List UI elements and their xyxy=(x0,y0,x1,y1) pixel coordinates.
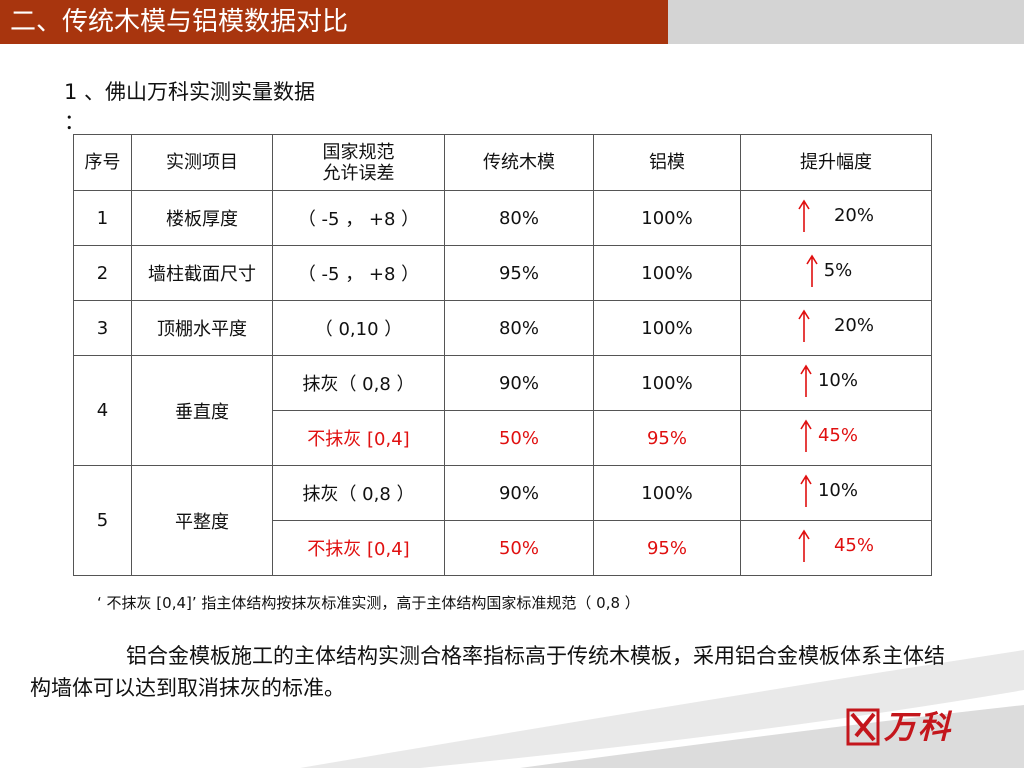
table-footnote: ‘ 不抹灰 [0,4]’ 指主体结构按抹灰标准实测，高于主体结构国家标准规范（ … xyxy=(97,594,640,612)
gain-value: 10% xyxy=(817,370,858,391)
row-index: 1 xyxy=(73,190,132,246)
table-header-row: 序号 实测项目 国家规范 允许误差 传统木模 铝模 提升幅度 xyxy=(73,134,932,191)
row-index: 2 xyxy=(73,245,132,301)
row-gain: 10% xyxy=(740,465,932,521)
row-aluminum: 100% xyxy=(593,465,741,521)
row-tolerance: 抹灰（ 0,8 ） xyxy=(272,355,445,411)
row-aluminum: 100% xyxy=(593,355,741,411)
row-aluminum: 95% xyxy=(593,520,741,576)
row-tolerance: （ 0,10 ） xyxy=(272,300,445,356)
row-gain: 20% xyxy=(740,190,932,246)
up-arrow-icon xyxy=(798,308,810,342)
row-index: 5 xyxy=(73,465,132,576)
table-row: 1 楼板厚度 （ -5 ， +8 ） 80% 100% 20% xyxy=(73,190,932,246)
table-row: 4 垂直度 抹灰（ 0,8 ） 90% 100% 10% xyxy=(73,355,932,466)
row-wood: 80% xyxy=(444,190,594,246)
comparison-table: 序号 实测项目 国家规范 允许误差 传统木模 铝模 提升幅度 1 楼板厚度 （ … xyxy=(73,134,932,576)
row-gain: 45% xyxy=(740,410,932,466)
header-aluminum: 铝模 xyxy=(593,134,741,191)
page-title: 二、传统木模与铝模数据对比 xyxy=(10,7,349,37)
row-index: 4 xyxy=(73,355,132,466)
up-arrow-icon xyxy=(798,198,810,232)
up-arrow-icon xyxy=(800,418,812,452)
header-index: 序号 xyxy=(73,134,132,191)
up-arrow-icon xyxy=(798,528,810,562)
row-gain: 20% xyxy=(740,300,932,356)
header-tolerance-line1: 国家规范 xyxy=(322,141,395,163)
summary-text: 铝合金模板施工的主体结构实测合格率指标高于传统木模板，采用铝合金模板体系主体结构… xyxy=(30,644,945,700)
gain-value: 20% xyxy=(833,205,874,226)
header-item: 实测项目 xyxy=(131,134,273,191)
table-row: 不抹灰 [0,4] 50% 95% 45% xyxy=(74,520,932,576)
gain-value: 10% xyxy=(817,480,858,501)
row-aluminum: 100% xyxy=(593,300,741,356)
row-wood: 80% xyxy=(444,300,594,356)
row-tolerance: 抹灰（ 0,8 ） xyxy=(272,465,445,521)
table-row: 不抹灰 [0,4] 50% 95% 45% xyxy=(74,410,932,466)
up-arrow-icon xyxy=(806,253,818,287)
summary-paragraph: 铝合金模板施工的主体结构实测合格率指标高于传统木模板，采用铝合金模板体系主体结构… xyxy=(30,640,960,704)
row-tolerance: （ -5 ， +8 ） xyxy=(272,190,445,246)
row-wood: 90% xyxy=(444,355,594,411)
row-tolerance: 不抹灰 [0,4] xyxy=(272,410,445,466)
gain-value: 5% xyxy=(823,260,853,281)
table-row: 2 墙柱截面尺寸 （ -5 ， +8 ） 95% 100% 5% xyxy=(73,245,932,301)
header-tolerance-line2: 允许误差 xyxy=(322,162,395,184)
row-aluminum: 100% xyxy=(593,245,741,301)
section-subtitle: 1 、佛山万科实测实量数据 xyxy=(64,80,316,104)
section-subtitle-colon: ： xyxy=(64,110,85,134)
row-item: 楼板厚度 xyxy=(131,190,273,246)
row-tolerance: （ -5 ， +8 ） xyxy=(272,245,445,301)
gain-value: 45% xyxy=(833,535,874,556)
row-item: 墙柱截面尺寸 xyxy=(131,245,273,301)
brand-wordmark: 万科 xyxy=(884,708,953,746)
row-item: 顶棚水平度 xyxy=(131,300,273,356)
header-wood: 传统木模 xyxy=(444,134,594,191)
row-item: 垂直度 xyxy=(131,355,273,466)
up-arrow-icon xyxy=(800,473,812,507)
row-tolerance: 不抹灰 [0,4] xyxy=(272,520,445,576)
header-bar: 二、传统木模与铝模数据对比 xyxy=(0,0,1024,44)
row-wood: 95% xyxy=(444,245,594,301)
gain-value: 45% xyxy=(817,425,858,446)
header-tolerance: 国家规范 允许误差 xyxy=(272,134,445,191)
header-gain: 提升幅度 xyxy=(740,134,932,191)
header-accent xyxy=(0,0,668,44)
up-arrow-icon xyxy=(800,363,812,397)
gain-value: 20% xyxy=(833,315,874,336)
row-gain: 45% xyxy=(740,520,932,576)
table-row: 3 顶棚水平度 （ 0,10 ） 80% 100% 20% xyxy=(73,300,932,356)
row-wood: 90% xyxy=(444,465,594,521)
row-gain: 5% xyxy=(740,245,932,301)
table-row: 5 平整度 抹灰（ 0,8 ） 90% 100% 10% xyxy=(73,465,932,576)
row-aluminum: 95% xyxy=(593,410,741,466)
row-wood: 50% xyxy=(444,520,594,576)
row-gain: 10% xyxy=(740,355,932,411)
row-item: 平整度 xyxy=(131,465,273,576)
row-aluminum: 100% xyxy=(593,190,741,246)
vanke-logo-icon xyxy=(846,708,880,746)
row-wood: 50% xyxy=(444,410,594,466)
row-index: 3 xyxy=(73,300,132,356)
